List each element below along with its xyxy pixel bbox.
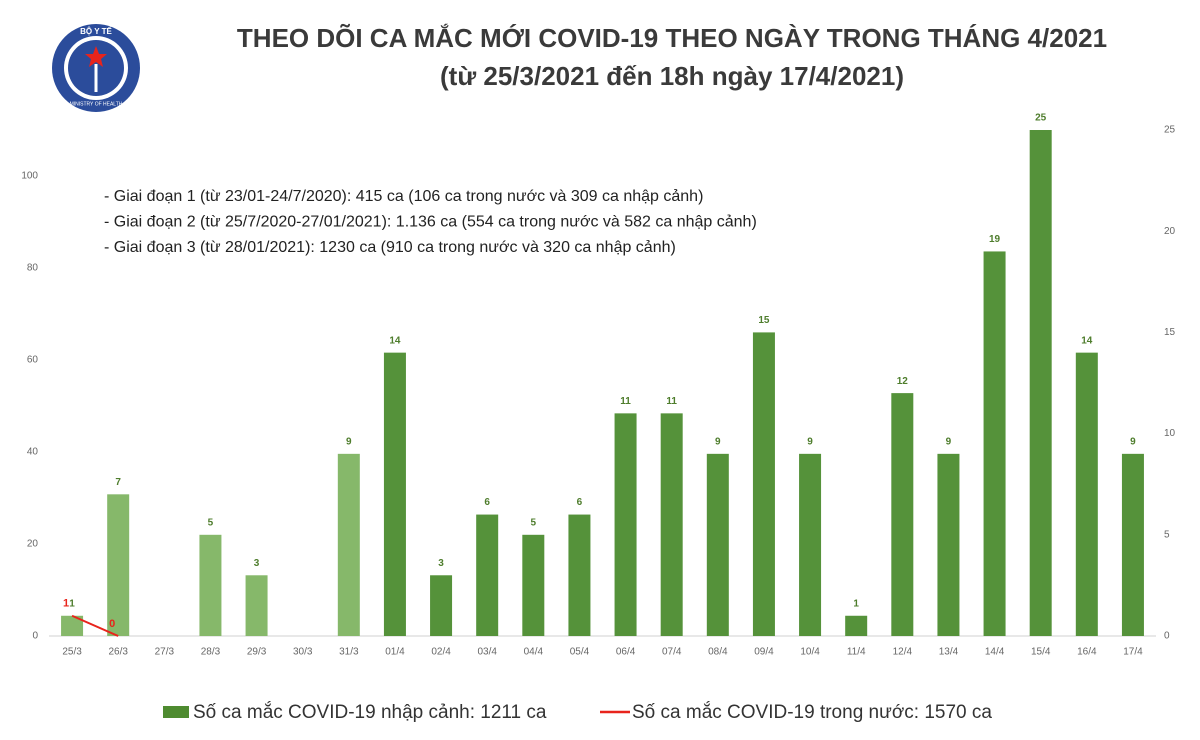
bar	[799, 453, 822, 636]
x-tick-label: 08/4	[708, 647, 728, 658]
y-tick-label: 80	[27, 263, 39, 274]
line-label: 0	[109, 618, 115, 630]
x-tick-label: 11/4	[847, 647, 866, 658]
chart-title: THEO DÕI CA MẮC MỚI COVID-19 THEO NGÀY T…	[237, 23, 1107, 53]
logo: BỘ Y TẾ MINISTRY OF HEALTH	[52, 24, 140, 112]
x-tick-label: 16/4	[1077, 647, 1097, 658]
bar	[845, 615, 868, 636]
bar	[614, 413, 637, 636]
x-tick-label: 05/4	[570, 647, 590, 658]
x-tick-label: 15/4	[1031, 647, 1051, 658]
data-label: 12	[897, 376, 909, 387]
annotation: - Giai đoạn 1 (từ 23/01-24/7/2020): 415 …	[104, 188, 703, 205]
y-tick-label: 60	[27, 355, 39, 366]
x-tick-label: 31/3	[339, 647, 359, 658]
y2-tick-label: 20	[1164, 226, 1176, 237]
y-tick-label: 40	[27, 447, 39, 458]
bar	[522, 534, 545, 636]
data-label: 11	[620, 396, 631, 407]
data-label: 11	[666, 396, 677, 407]
bar	[245, 575, 268, 636]
x-tick-label: 30/3	[293, 647, 313, 658]
x-tick-label: 28/3	[201, 647, 221, 658]
bar	[752, 332, 775, 636]
y2-tick-label: 15	[1164, 327, 1176, 338]
y2-tick-label: 5	[1164, 529, 1170, 540]
bar	[430, 575, 453, 636]
data-label: 5	[531, 517, 537, 528]
legend-label: Số ca mắc COVID-19 nhập cảnh: 1211 ca	[193, 701, 547, 723]
annotation: - Giai đoạn 3 (từ 28/01/2021): 1230 ca (…	[104, 239, 676, 256]
y-tick-label: 100	[21, 171, 38, 182]
x-tick-label: 10/4	[800, 647, 820, 658]
legend-label: Số ca mắc COVID-19 trong nước: 1570 ca	[632, 701, 992, 723]
y2-tick-label: 0	[1164, 631, 1170, 642]
y-tick-label: 0	[32, 631, 38, 642]
data-label: 15	[758, 315, 770, 326]
data-label: 6	[484, 497, 490, 508]
bar	[1121, 453, 1144, 636]
data-label: 7	[115, 477, 121, 488]
logo-bottom: MINISTRY OF HEALTH	[70, 101, 123, 107]
x-tick-label: 03/4	[477, 647, 497, 658]
x-tick-label: 14/4	[985, 647, 1005, 658]
data-label: 3	[254, 558, 260, 569]
y-tick-label: 20	[27, 539, 39, 550]
x-tick-label: 27/3	[155, 647, 175, 658]
x-tick-label: 13/4	[939, 647, 959, 658]
bar	[383, 352, 406, 636]
data-label: 9	[715, 436, 721, 447]
bar	[337, 453, 360, 636]
data-label: 5	[208, 517, 214, 528]
data-label: 9	[807, 436, 813, 447]
bar	[1075, 352, 1098, 636]
x-tick-label: 07/4	[662, 647, 682, 658]
data-label: 9	[1130, 436, 1136, 447]
bar	[1029, 130, 1052, 636]
x-tick-label: 17/4	[1123, 647, 1143, 658]
bar	[706, 453, 729, 636]
data-label: 9	[346, 436, 352, 447]
logo-top: BỘ Y TẾ	[80, 26, 112, 36]
data-label: 25	[1035, 113, 1047, 124]
x-tick-label: 02/4	[431, 647, 451, 658]
data-label: 3	[438, 558, 444, 569]
line-label: 1	[63, 598, 69, 610]
bar	[660, 413, 683, 636]
logo-star	[85, 46, 107, 67]
bar	[61, 615, 84, 636]
chart-subtitle: (từ 25/3/2021 đến 18h ngày 17/4/2021)	[440, 61, 904, 91]
bar	[199, 534, 222, 636]
bar	[937, 453, 960, 636]
bar	[983, 251, 1006, 636]
x-tick-label: 09/4	[754, 647, 774, 658]
x-tick-label: 06/4	[616, 647, 636, 658]
y2-tick-label: 10	[1164, 428, 1176, 439]
y2-tick-label: 25	[1164, 125, 1176, 136]
line	[71, 614, 119, 637]
x-tick-label: 25/3	[62, 647, 82, 658]
data-label: 1	[853, 598, 859, 609]
x-tick-label: 26/3	[108, 647, 128, 658]
bar	[107, 494, 130, 636]
data-label: 14	[389, 335, 401, 346]
annotation: - Giai đoạn 2 (từ 25/7/2020-27/01/2021):…	[104, 214, 757, 231]
data-label: 9	[946, 436, 952, 447]
bar	[568, 514, 591, 636]
x-tick-label: 12/4	[893, 647, 913, 658]
data-label: 14	[1081, 335, 1093, 346]
data-label: 6	[577, 497, 583, 508]
x-tick-label: 04/4	[524, 647, 544, 658]
x-tick-label: 29/3	[247, 647, 267, 658]
data-label: 19	[989, 234, 1001, 245]
data-label: 1	[69, 598, 75, 609]
bar	[476, 514, 499, 636]
x-tick-label: 01/4	[385, 647, 405, 658]
legend-swatch	[163, 706, 189, 718]
bar	[891, 393, 914, 636]
